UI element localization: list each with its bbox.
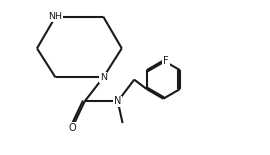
Text: O: O	[69, 123, 77, 133]
Text: N: N	[100, 73, 107, 82]
Text: F: F	[163, 55, 169, 66]
Text: NH: NH	[49, 12, 63, 21]
Text: N: N	[114, 96, 122, 106]
